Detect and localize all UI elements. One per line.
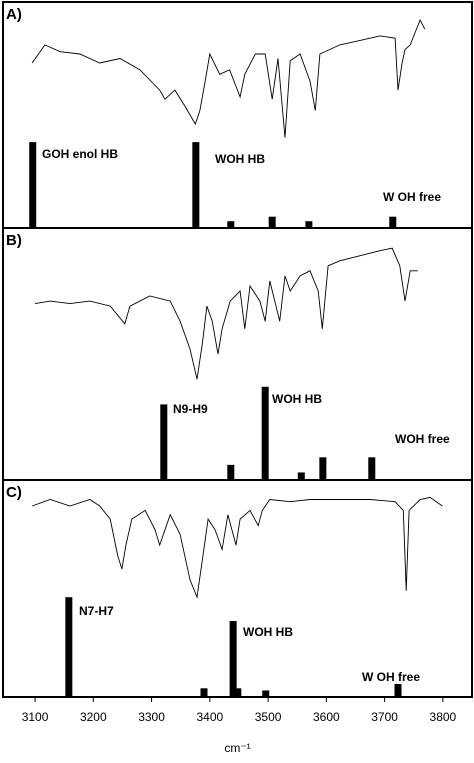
stick-annotation: N7-H7 <box>79 604 114 618</box>
panel-label: C) <box>6 484 22 501</box>
frame <box>2 1 473 698</box>
stick <box>192 142 200 228</box>
stick <box>227 464 235 480</box>
panel-label: A) <box>6 6 22 23</box>
stick <box>368 457 376 480</box>
x-tick-label: 3200 <box>80 710 107 724</box>
spectrum-trace <box>31 19 426 138</box>
x-tick-label: 3400 <box>196 710 223 724</box>
x-axis-label: cm⁻¹ <box>224 741 250 755</box>
stick <box>227 221 235 228</box>
stick <box>319 457 327 480</box>
stick <box>268 216 276 228</box>
stick-annotation: N9-H9 <box>173 402 208 416</box>
x-tick-label: 3300 <box>138 710 165 724</box>
stick <box>394 683 402 697</box>
x-tick-label: 3100 <box>22 710 49 724</box>
stick <box>229 621 237 697</box>
stick-annotation: GOH enol HB <box>42 147 118 161</box>
stick-annotation: W OH free <box>362 670 420 684</box>
stick <box>65 597 73 697</box>
x-tick-label: 3800 <box>430 710 457 724</box>
stick-annotation: WOH free <box>395 432 450 446</box>
stick-annotation: WOH HB <box>215 152 265 166</box>
x-tick-label: 3700 <box>371 710 398 724</box>
stick <box>305 221 313 228</box>
x-tick-label: 3600 <box>313 710 340 724</box>
stick <box>200 688 208 697</box>
stick <box>29 142 37 228</box>
stick-annotation: WOH HB <box>243 625 293 639</box>
stick <box>297 472 305 480</box>
stick <box>262 690 270 697</box>
panel-label: B) <box>6 232 22 249</box>
spectrum-trace <box>31 496 443 599</box>
x-tick-label: 3500 <box>255 710 282 724</box>
stick-annotation: WOH HB <box>272 392 322 406</box>
stick <box>389 216 397 228</box>
stick <box>261 386 269 480</box>
stick <box>160 404 168 480</box>
spectrum-trace <box>34 247 418 380</box>
stick <box>234 688 242 697</box>
stick-annotation: W OH free <box>383 190 441 204</box>
